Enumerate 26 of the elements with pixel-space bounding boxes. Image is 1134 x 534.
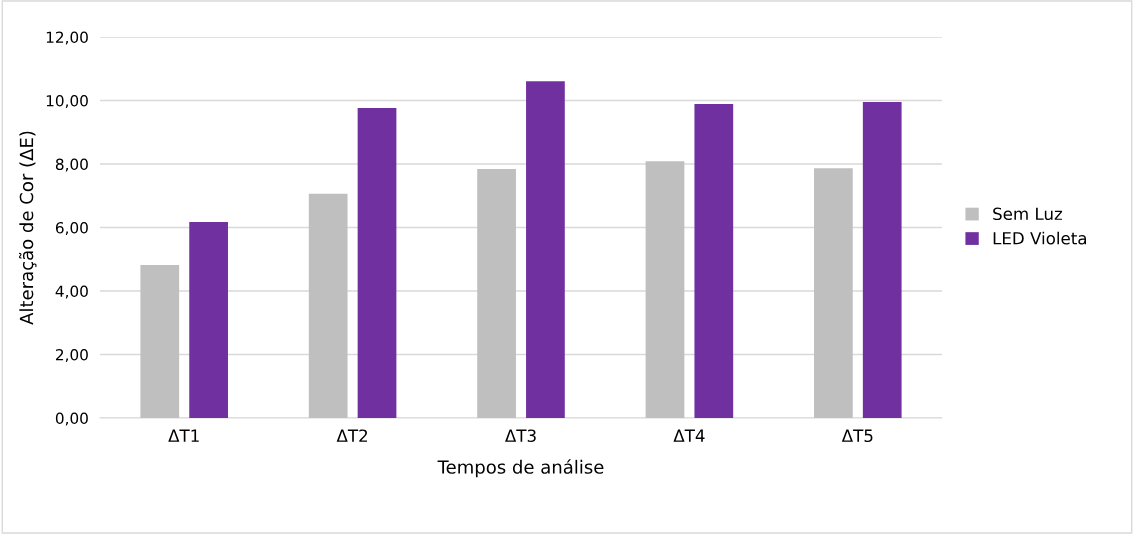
bar (862, 102, 902, 418)
x-tick-label: ΔT3 (505, 429, 536, 443)
y-tick-label: 2,00 (55, 348, 88, 363)
bar (140, 264, 180, 418)
x-tick-label: ΔT5 (841, 429, 873, 443)
bar (645, 161, 685, 418)
bar (477, 169, 516, 418)
bar (308, 193, 348, 418)
bar (694, 103, 734, 418)
bar (189, 222, 228, 418)
y-tick-label: 6,00 (55, 221, 88, 236)
y-tick-label: 8,00 (55, 158, 88, 172)
x-tick-label: ΔT1 (168, 429, 199, 442)
bar (526, 81, 565, 418)
bar (357, 108, 397, 418)
y-tick-label: 12,00 (46, 31, 88, 45)
bar (814, 168, 853, 418)
y-axis-title: Alteração de Cor (ΔE) (19, 131, 37, 325)
x-tick-label: ΔT2 (336, 429, 368, 442)
y-tick-label: 4,00 (55, 285, 88, 299)
legend-label: Sem Luz (993, 207, 1063, 221)
y-tick-label: 0,00 (55, 412, 88, 426)
x-tick-label: ΔT4 (673, 429, 705, 442)
y-tick-label: 10,00 (46, 94, 88, 109)
x-axis-title: Tempos de análise (437, 459, 604, 478)
legend-label: LED Violeta (993, 231, 1087, 245)
